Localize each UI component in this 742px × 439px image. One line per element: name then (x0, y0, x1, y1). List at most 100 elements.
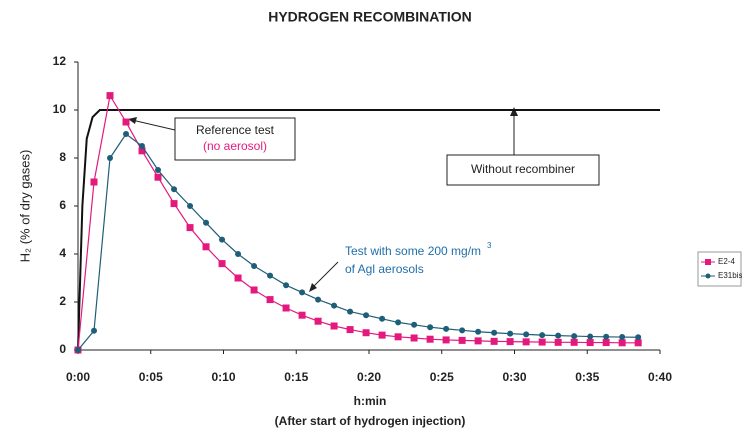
marker (235, 251, 242, 257)
legend-marker (705, 259, 711, 265)
annotation: Reference test (196, 123, 275, 137)
marker (378, 331, 386, 339)
marker (379, 315, 386, 322)
marker (554, 338, 562, 346)
marker (442, 336, 450, 344)
marker (411, 321, 418, 328)
y-tick-label: 2 (59, 294, 66, 308)
marker (170, 200, 178, 208)
marker (603, 333, 610, 340)
marker (155, 167, 162, 173)
x-tick-label: 0:15 (284, 370, 308, 384)
marker (123, 131, 130, 137)
x-tick-label: 0:20 (357, 370, 381, 384)
marker (618, 339, 626, 347)
marker (522, 338, 530, 346)
series-line (77, 93, 639, 351)
legend-box (697, 251, 742, 287)
annotation-box (446, 154, 600, 186)
marker (298, 311, 306, 319)
y-tick-label: 4 (59, 246, 66, 260)
marker (635, 334, 642, 341)
x-axis-sublabel: (After start of hydrogen injection) (275, 414, 466, 428)
marker (475, 328, 482, 335)
marker (171, 186, 178, 193)
marker (299, 289, 306, 296)
marker (474, 337, 482, 345)
marker (267, 272, 274, 279)
marker (362, 329, 370, 337)
y-axis-label: H₂ (% of dry gases) (17, 150, 32, 263)
annotation: Test with some 200 mg/m (345, 244, 481, 258)
marker (331, 302, 338, 309)
marker (139, 143, 146, 149)
marker (315, 296, 322, 303)
chart-title: HYDROGEN RECOMBINATION (268, 9, 472, 25)
marker (586, 339, 594, 347)
y-tick-label: 6 (59, 198, 66, 212)
marker (91, 327, 98, 334)
marker (106, 92, 114, 100)
marker (90, 178, 98, 186)
y-tick-label: 0 (59, 342, 66, 356)
marker (203, 219, 210, 226)
annotation: Without recombiner (471, 162, 575, 176)
marker (426, 335, 434, 343)
marker (458, 336, 466, 344)
y-tick-label: 8 (59, 150, 66, 164)
marker (395, 319, 402, 326)
x-tick-label: 0:30 (502, 370, 526, 384)
marker (459, 327, 466, 334)
x-tick-label: 0:00 (66, 370, 90, 384)
marker (346, 326, 354, 334)
marker (330, 322, 338, 330)
x-tick-label: 0:35 (575, 370, 599, 384)
marker (202, 243, 210, 251)
marker (602, 339, 610, 347)
arrow-head (309, 283, 317, 292)
marker (363, 312, 370, 319)
marker (410, 334, 418, 342)
marker (634, 339, 642, 347)
marker (218, 260, 226, 268)
marker (394, 333, 402, 341)
marker (443, 325, 450, 332)
x-tick-label: 0:05 (139, 370, 163, 384)
marker (107, 155, 114, 161)
marker (283, 282, 290, 289)
marker (507, 330, 514, 337)
reference-line (77, 109, 660, 351)
marker (186, 224, 194, 232)
marker (219, 236, 226, 243)
marker (154, 173, 162, 181)
marker (314, 317, 322, 325)
legend-marker (705, 273, 711, 279)
marker (523, 331, 530, 338)
marker (347, 308, 354, 315)
legend-label: E2-4 (718, 257, 735, 266)
marker (266, 296, 274, 304)
marker (506, 338, 514, 346)
marker (75, 347, 81, 353)
marker (234, 274, 242, 282)
marker (138, 147, 146, 155)
marker (490, 337, 498, 345)
annotation: of Agl aerosols (345, 262, 424, 276)
marker (538, 338, 546, 346)
annotation: (no aerosol) (203, 139, 267, 153)
x-tick-label: 0:40 (648, 370, 672, 384)
marker (555, 332, 562, 339)
annotation-box (174, 117, 296, 161)
x-tick-label: 0:10 (211, 370, 235, 384)
y-tick-label: 12 (53, 54, 67, 68)
marker (251, 263, 258, 269)
marker (491, 329, 498, 336)
arrow-head (510, 107, 518, 116)
arrow-head (128, 117, 137, 124)
marker (539, 332, 546, 339)
marker (571, 333, 578, 340)
marker (619, 334, 626, 341)
marker (587, 333, 594, 340)
legend-label: E31bis (718, 271, 742, 280)
